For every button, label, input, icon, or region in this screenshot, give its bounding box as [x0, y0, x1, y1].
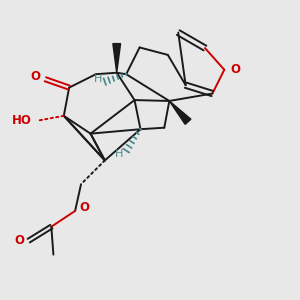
- Text: HO: HO: [12, 114, 32, 128]
- Polygon shape: [113, 44, 121, 73]
- Text: O: O: [80, 202, 90, 214]
- Text: H: H: [115, 148, 123, 159]
- Text: O: O: [30, 70, 40, 83]
- Text: O: O: [231, 63, 241, 76]
- Polygon shape: [169, 101, 191, 124]
- Text: H: H: [94, 74, 102, 84]
- Text: O: O: [14, 234, 24, 247]
